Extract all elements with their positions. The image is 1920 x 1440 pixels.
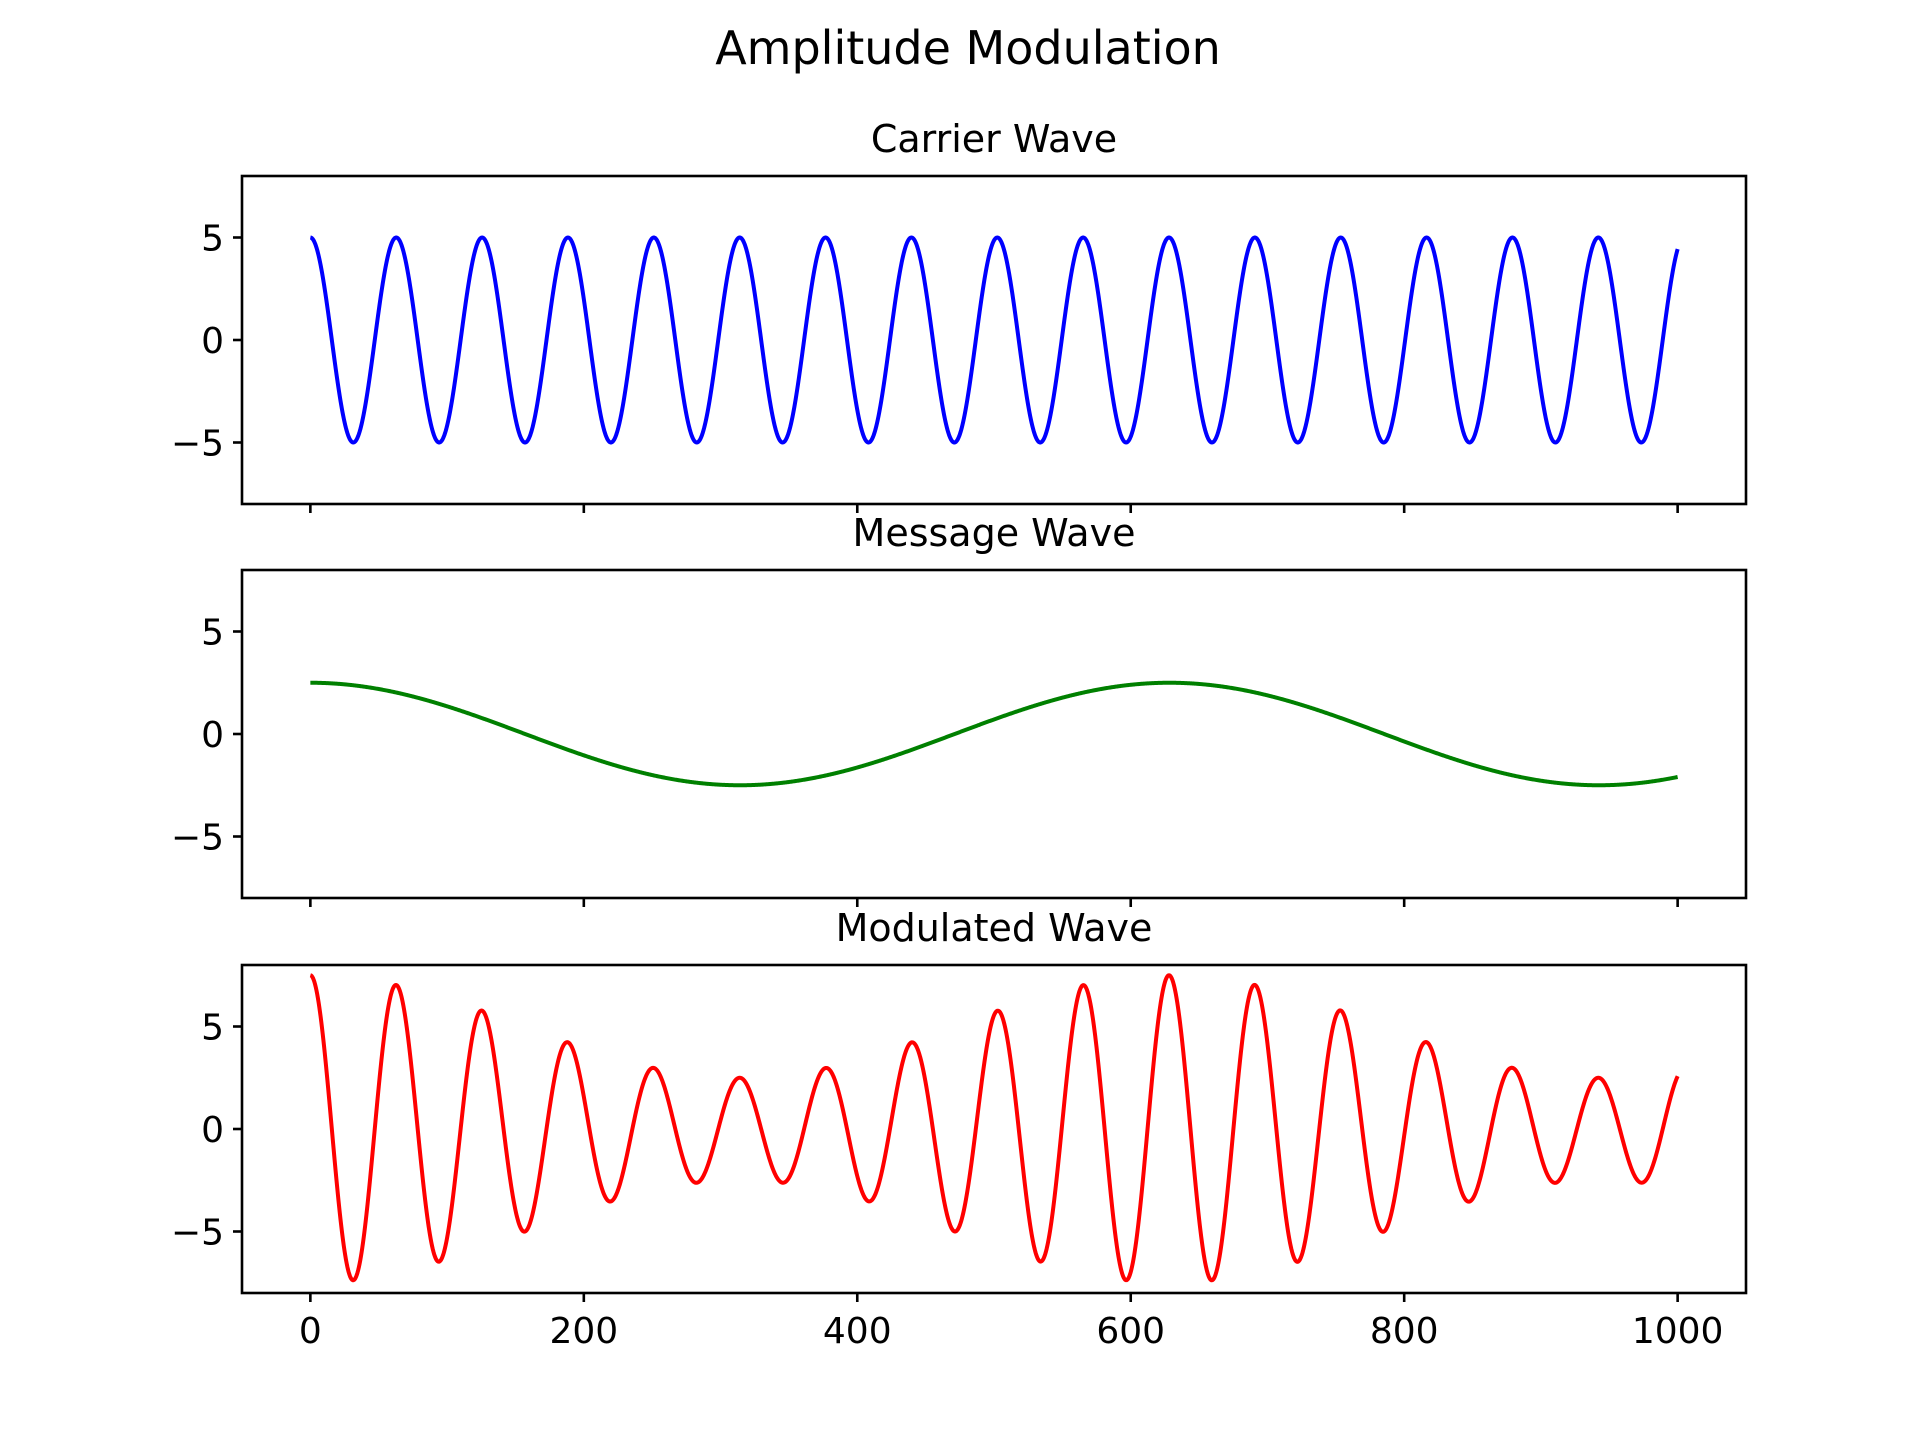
y-tick-label: −5 — [171, 1213, 224, 1254]
subplot-2: Message Wave −5 0 5 — [171, 511, 1748, 907]
y-tick-label: 5 — [201, 219, 224, 260]
y-tick-label: −5 — [171, 424, 224, 465]
x-tick-label: 0 — [299, 1311, 322, 1352]
y-tick-label: 0 — [201, 1110, 224, 1151]
subplot-3: Modulated Wave −5 0 5 0 200 400 600 800 1000 — [171, 906, 1748, 1352]
subplot-title: Message Wave — [853, 511, 1136, 555]
x-tick-label: 200 — [549, 1311, 618, 1352]
subplot-title: Modulated Wave — [836, 906, 1153, 950]
y-tick-label: 5 — [201, 613, 224, 654]
y-tick-label: 0 — [201, 321, 224, 362]
series-line — [309, 235, 1680, 445]
x-tick-label: 600 — [1096, 1311, 1165, 1352]
figure-title: Amplitude Modulation — [715, 21, 1221, 75]
y-tick-label: 5 — [201, 1008, 224, 1049]
subplot-1: Carrier Wave −5 0 5 — [171, 117, 1748, 513]
series-line — [309, 680, 1679, 788]
x-tick-label: 1000 — [1632, 1311, 1724, 1352]
series-line — [309, 973, 1680, 1283]
y-tick-label: 0 — [201, 715, 224, 756]
subplot-title: Carrier Wave — [871, 117, 1117, 161]
y-tick-label: −5 — [171, 818, 224, 859]
x-tick-label: 800 — [1370, 1311, 1439, 1352]
x-tick-label: 400 — [823, 1311, 892, 1352]
